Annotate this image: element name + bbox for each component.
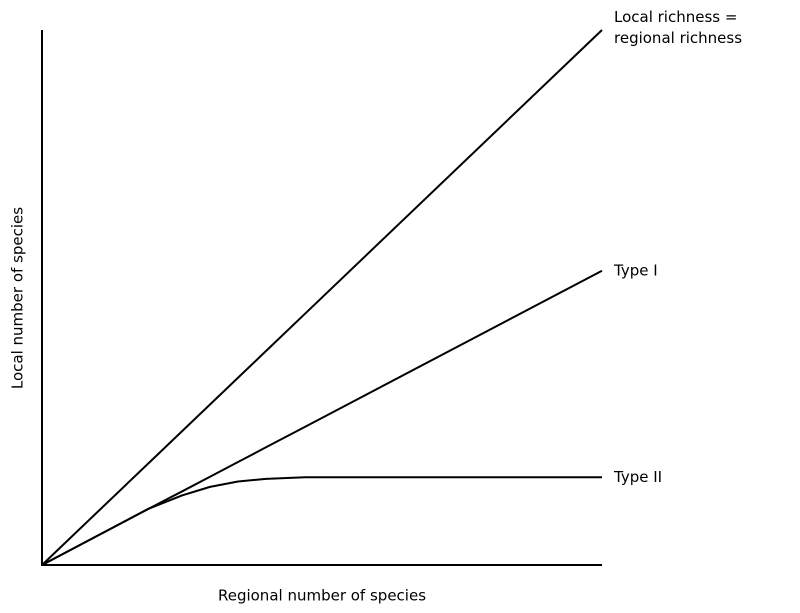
series-line	[41, 29, 603, 566]
series-label: Type I	[613, 261, 658, 279]
series-line	[41, 476, 602, 566]
x-axis-label: Regional number of species	[218, 587, 426, 605]
series-label: Local richness = regional richness	[614, 8, 742, 47]
series-label: Type II	[613, 468, 662, 486]
y-axis-label: Local number of species	[9, 207, 27, 389]
